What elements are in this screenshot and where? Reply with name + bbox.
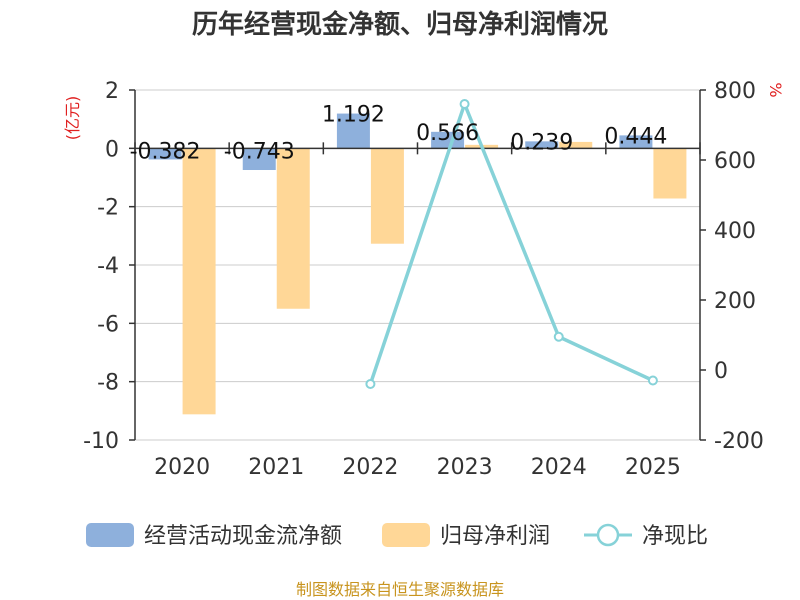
- cash-ratio-point: [459, 99, 470, 109]
- y-left-tick-label: 0: [105, 137, 119, 162]
- y-left-tick-label: -2: [97, 196, 119, 221]
- gridlines: [135, 89, 700, 441]
- cash-flow-data-label: 1.192: [322, 103, 385, 128]
- legend-label-cash-ratio: 净现比: [642, 524, 708, 549]
- y-right-tick-label: 800: [714, 79, 756, 104]
- x-tick-label: 2020: [154, 455, 210, 480]
- source-note: 制图数据来自恒生聚源数据库: [296, 580, 504, 599]
- net-profit-bar: [370, 148, 404, 244]
- y-right-ticks: 800 600 400 200 0 -200: [714, 79, 764, 454]
- cash-ratio-line: [365, 99, 658, 389]
- net-profit-bar: [276, 148, 310, 309]
- y-left-unit: (亿元): [63, 96, 82, 141]
- cash-flow-data-label: 0.239: [510, 130, 573, 155]
- cash-flow-bar: [148, 148, 182, 160]
- cash-flow-data-label: -0.382: [130, 139, 201, 164]
- cash-flow-data-labels: -0.382 -0.743 1.192 0.566 0.239 0.444: [130, 103, 668, 165]
- y-left-tick-label: -4: [97, 254, 119, 279]
- cash-flow-data-label: 0.444: [604, 124, 667, 149]
- cash-flow-bar: [242, 148, 276, 171]
- cash-flow-bar: [525, 141, 559, 149]
- legend-swatch-net-profit: [382, 523, 430, 547]
- cash-ratio-point: [553, 331, 564, 342]
- net-profit-bar: [653, 148, 687, 199]
- y-right-tick-label: -200: [714, 429, 764, 454]
- cash-ratio-point: [365, 379, 376, 389]
- cash-flow-bar: [336, 113, 370, 149]
- axes: [129, 89, 706, 441]
- net-profit-bar: [182, 148, 216, 415]
- y-right-tick-label: 600: [714, 149, 756, 174]
- y-right-unit: %: [766, 82, 785, 97]
- x-tick-label: 2023: [437, 455, 493, 480]
- y-right-tick-label: 400: [714, 219, 756, 244]
- cash-flow-bar: [619, 135, 653, 149]
- legend-label-net-profit: 归母净利润: [440, 524, 550, 549]
- x-tick-label: 2024: [531, 455, 587, 480]
- cash-ratio-point: [647, 375, 658, 386]
- net-profit-bar: [559, 141, 593, 149]
- y-right-tick-label: 200: [714, 289, 756, 314]
- y-left-tick-label: -10: [83, 429, 119, 454]
- legend-label-cash-flow: 经营活动现金流净额: [144, 524, 342, 549]
- chart-title: 历年经营现金净额、归母净利润情况: [192, 9, 608, 40]
- cash-flow-data-label: 0.566: [416, 121, 479, 146]
- cash-flow-bar: [431, 131, 465, 149]
- x-tick-label: 2025: [625, 455, 681, 480]
- cash-flow-bars: [148, 113, 653, 171]
- x-tick-label: 2022: [342, 455, 398, 480]
- cash-ratio-line-path: [368, 102, 654, 385]
- legend-swatch-cash-flow: [86, 523, 134, 547]
- x-tick-label: 2021: [248, 455, 304, 480]
- y-left-tick-label: 2: [105, 79, 119, 104]
- legend-marker-cash-ratio: [596, 523, 620, 547]
- y-left-tick-label: -6: [97, 312, 119, 337]
- y-left-ticks: 2 0 -2 -4 -6 -8 -10: [83, 79, 119, 454]
- x-axis-ticks: 2020 2021 2022 2023 2024 2025: [154, 455, 681, 480]
- y-right-tick-label: 0: [714, 359, 728, 384]
- legend: 经营活动现金流净额 归母净利润 净现比: [86, 523, 708, 549]
- cash-flow-data-label: -0.743: [224, 139, 295, 164]
- net-profit-bars: [182, 141, 687, 415]
- y-left-tick-label: -8: [97, 371, 119, 396]
